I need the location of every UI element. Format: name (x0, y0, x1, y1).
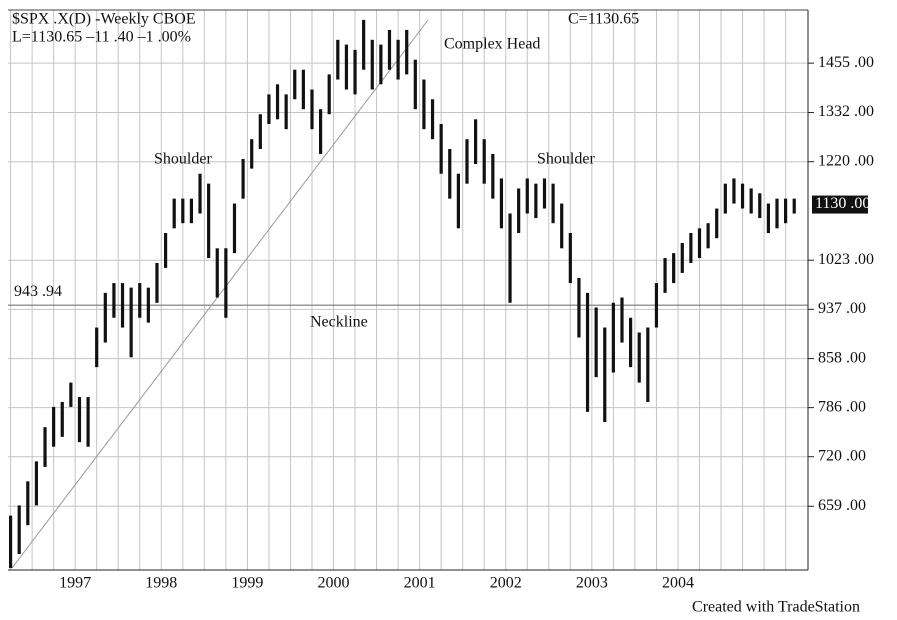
annotation: Complex Head (444, 36, 540, 53)
footer: Created with TradeStation (692, 599, 860, 616)
y-tick-label: 786 .00 (818, 398, 866, 415)
y-tick-label: 1220 .00 (818, 152, 874, 169)
annotation: Neckline (310, 314, 368, 331)
header-line: $SPX .X(D) -Weekly CBOE (12, 11, 196, 28)
x-tick-label: 2002 (490, 575, 522, 592)
annotation: Shoulder (154, 151, 212, 168)
annotation: Shoulder (537, 151, 595, 168)
y-tick-label: 1023 .00 (818, 251, 874, 268)
y-tick-label: 858 .00 (818, 349, 866, 366)
x-tick-label: 2003 (576, 575, 608, 592)
y-tick-label: 1455 .00 (818, 54, 874, 71)
y-tick-label: 937 .00 (818, 300, 866, 317)
last-price-box (812, 195, 868, 214)
neckline-label: 943 .94 (14, 283, 62, 300)
close-label: C=1130.65 (568, 11, 639, 28)
x-tick-label: 2001 (404, 575, 436, 592)
x-tick-label: 1998 (145, 575, 177, 592)
x-tick-label: 2004 (662, 575, 694, 592)
x-tick-label: 2000 (318, 575, 350, 592)
trend-line (11, 19, 429, 569)
x-tick-label: 1999 (231, 575, 263, 592)
price-bars (8, 19, 796, 569)
y-tick-label: 659 .00 (818, 497, 866, 514)
last-price-label: 1130 .00 (815, 195, 870, 212)
axis-labels: 659 .00 720 .00 786 .00 858 .00 937 .00 1023 … (14, 54, 874, 592)
header-line: L=1130.65 –11 .40 –1 .00% (12, 29, 191, 46)
x-tick-label: 1997 (59, 575, 91, 592)
y-tick-label: 720 .00 (818, 447, 866, 464)
y-tick-label: 1332 .00 (818, 103, 874, 120)
grid (8, 10, 808, 570)
